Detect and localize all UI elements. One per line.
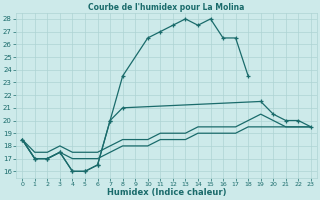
- Title: Courbe de l'humidex pour La Molina: Courbe de l'humidex pour La Molina: [88, 3, 245, 12]
- X-axis label: Humidex (Indice chaleur): Humidex (Indice chaleur): [107, 188, 226, 197]
